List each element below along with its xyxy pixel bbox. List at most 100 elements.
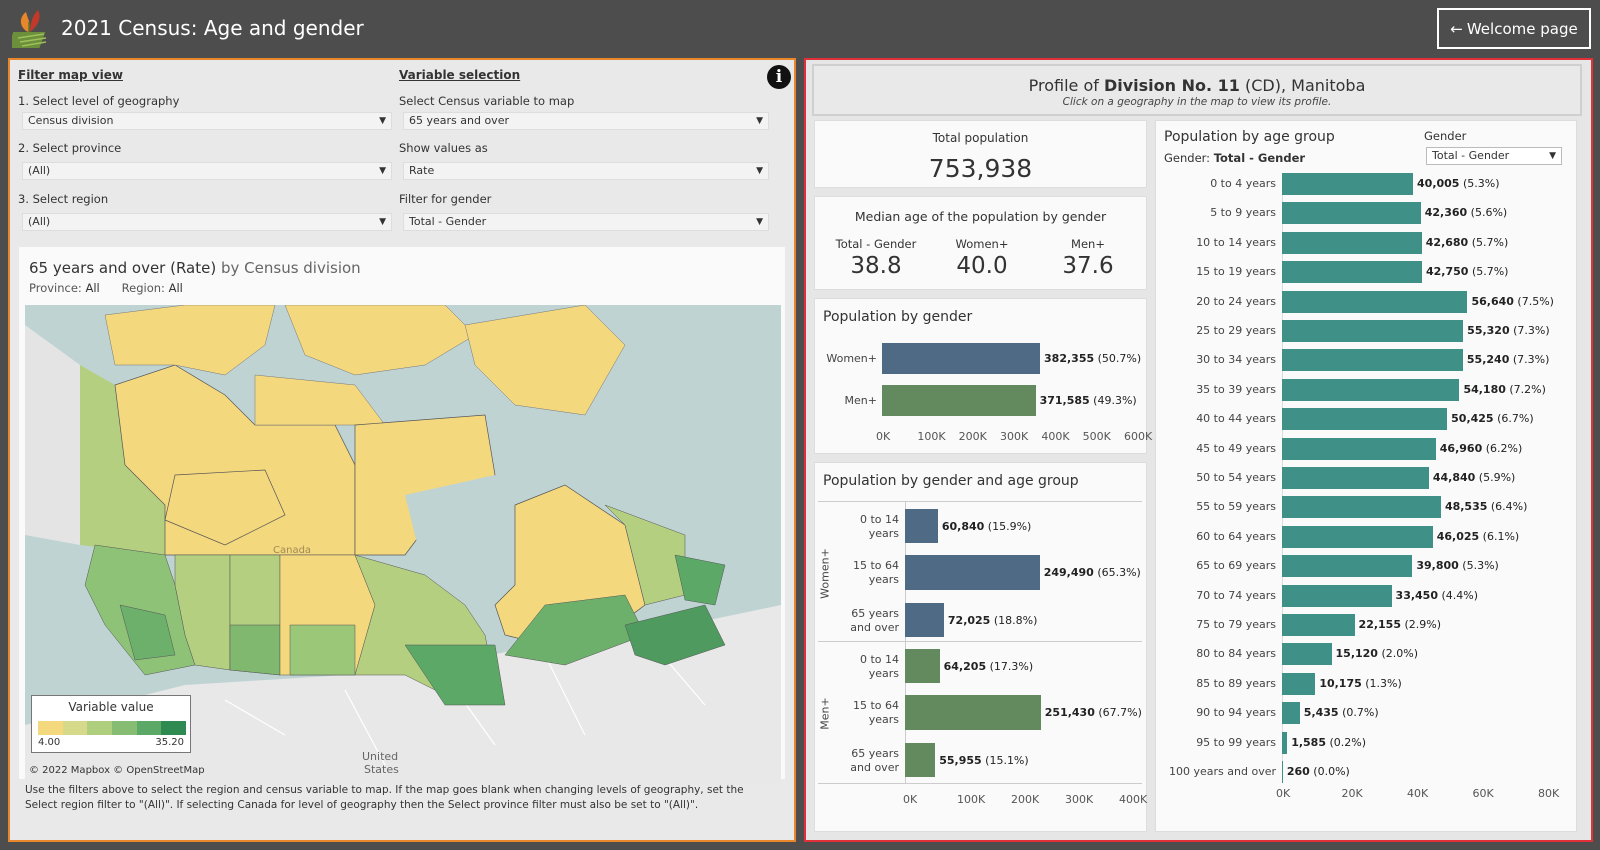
map-canvas[interactable]: Canada United States (25, 305, 781, 785)
gender-bar[interactable] (882, 385, 1036, 416)
age-bar-value: 40,005 (5.3%) (1417, 177, 1499, 190)
age-bar[interactable] (1282, 349, 1463, 372)
gender-age-bar[interactable] (905, 509, 938, 543)
region-select[interactable]: (All) ▼ (22, 213, 392, 231)
gender-age-chart-card: Population by gender and age group Women… (814, 462, 1147, 832)
gender-filter-select[interactable]: Total - Gender ▼ (403, 213, 769, 231)
age-axis-tick: 20K (1341, 787, 1363, 800)
dropdown-arrow-icon: ▼ (756, 217, 763, 227)
gender-age-bar-label-line: years (868, 667, 899, 680)
age-bar-value: 55,320 (7.3%) (1467, 324, 1549, 337)
age-axis-tick: 80K (1538, 787, 1560, 800)
variable-select[interactable]: 65 years and over ▼ (403, 112, 769, 130)
province-label: 2. Select province (18, 141, 122, 155)
map-title: 65 years and over (Rate) by Census divis… (29, 259, 361, 277)
age-bar[interactable] (1282, 643, 1332, 666)
age-bar[interactable] (1282, 408, 1448, 431)
age-bar[interactable] (1282, 496, 1441, 519)
province-select[interactable]: (All) ▼ (22, 162, 392, 180)
level-geography-select[interactable]: Census division ▼ (22, 112, 392, 130)
bar-value-percent: (15.9%) (984, 520, 1032, 533)
gender-age-bar[interactable] (905, 555, 1040, 590)
age-chart-card: Population by age group Gender: Total - … (1155, 120, 1577, 832)
age-bar-label: 40 to 44 years (1196, 412, 1276, 426)
age-bar-label: 55 to 59 years (1196, 500, 1276, 514)
gender-axis-tick: 0K (876, 430, 891, 443)
median-age-women: Women+ 40.0 (927, 237, 1037, 279)
age-bar[interactable] (1282, 202, 1421, 225)
age-bar-value: 15,120 (2.0%) (1336, 647, 1418, 660)
gender-age-bar[interactable] (905, 695, 1041, 730)
age-bar[interactable] (1282, 761, 1283, 783)
age-bar[interactable] (1282, 584, 1392, 607)
bar-value-number: 44,840 (1432, 471, 1476, 484)
bar-value-percent: (6.7%) (1493, 412, 1534, 426)
show-values-select[interactable]: Rate ▼ (403, 162, 769, 180)
profile-title-suffix: (CD), Manitoba (1245, 76, 1366, 95)
legend-swatch (38, 721, 63, 735)
age-bar[interactable] (1282, 614, 1355, 636)
age-bar-value: 1,585 (0.2%) (1291, 736, 1366, 749)
age-bar[interactable] (1282, 290, 1468, 313)
bar-value-number: 5,435 (1303, 706, 1339, 720)
gender-axis-tick: 200K (958, 430, 987, 443)
age-bar-label: 30 to 34 years (1196, 353, 1276, 367)
bar-value-percent: (7.3%) (1509, 324, 1550, 337)
filter-map-view-heading: Filter map view (18, 68, 123, 82)
age-bar[interactable] (1282, 261, 1422, 284)
age-bar-label: 95 to 99 years (1196, 735, 1276, 749)
age-bar-value: 260 (0.0%) (1287, 765, 1350, 778)
bar-value-percent: (5.3%) (1459, 177, 1500, 190)
age-bar-label: 50 to 54 years (1196, 471, 1276, 484)
bar-value-percent: (15.1%) (981, 754, 1029, 767)
gender-axis-tick: 100K (917, 430, 946, 443)
bar-value-percent: (17.3%) (986, 660, 1034, 673)
level-geography-label: 1. Select level of geography (18, 94, 180, 108)
age-bar-label: 25 to 29 years (1196, 324, 1276, 337)
median-age-total: Total - Gender 38.8 (821, 237, 931, 279)
age-bar[interactable] (1282, 525, 1433, 548)
age-bar[interactable] (1282, 437, 1436, 460)
age-bar-label: 20 to 24 years (1196, 294, 1276, 308)
bar-value-percent: (1.3%) (1361, 676, 1402, 690)
age-bar[interactable] (1282, 173, 1414, 195)
age-bar-value: 33,450 (4.4%) (1396, 589, 1478, 602)
gender-bar[interactable] (882, 343, 1041, 374)
age-bar[interactable] (1282, 672, 1316, 695)
bar-value-percent: (49.3%) (1089, 394, 1137, 407)
bar-value-percent: (0.0%) (1309, 765, 1350, 778)
level-geography-value: Census division (28, 114, 114, 127)
age-bar-value: 56,640 (7.5%) (1471, 295, 1553, 308)
choropleth-map[interactable]: Canada United States Variable value 4.00… (25, 305, 781, 785)
bar-value-number: 40,005 (1417, 177, 1460, 190)
show-values-value: Rate (409, 164, 435, 177)
bar-value-percent: (5.6%) (1467, 206, 1508, 220)
gender-age-group-label: Men+ (818, 697, 832, 730)
age-bar[interactable] (1282, 320, 1464, 342)
bar-value-percent: (5.9%) (1475, 471, 1516, 484)
map-credit[interactable]: © 2022 Mapbox © OpenStreetMap (29, 765, 205, 776)
welcome-page-button[interactable]: ← Welcome page (1437, 8, 1591, 49)
info-icon[interactable]: i (767, 65, 791, 89)
gender-age-bar-label: 15 to 64 years (837, 699, 899, 727)
gender-age-bar-label: 15 to 64 years (837, 559, 899, 587)
age-bar[interactable] (1282, 731, 1288, 754)
gender-age-bar[interactable] (905, 743, 936, 777)
age-bar[interactable] (1282, 467, 1429, 489)
bar-value-percent: (2.9%) (1401, 618, 1442, 631)
age-bar[interactable] (1282, 378, 1460, 401)
map-title-main: 65 years and over (Rate) (29, 259, 217, 277)
median-age-title: Median age of the population by gender (854, 209, 1107, 224)
region-value: (All) (28, 215, 51, 228)
gender-age-bar-label-line: and over (850, 621, 899, 634)
age-gender-select[interactable]: Total - Gender ▼ (1426, 147, 1562, 165)
gender-age-bar[interactable] (905, 649, 940, 683)
bar-value-number: 10,175 (1319, 676, 1362, 690)
gender-age-bar-label-line: 0 to 14 (859, 653, 899, 666)
gender-axis-tick: 500K (1082, 430, 1111, 443)
age-bar[interactable] (1282, 231, 1422, 254)
profile-panel: Profile of Division No. 11 (CD), Manitob… (804, 58, 1593, 842)
age-bar[interactable] (1282, 555, 1413, 578)
age-bar[interactable] (1282, 702, 1300, 725)
gender-age-bar[interactable] (905, 603, 944, 637)
